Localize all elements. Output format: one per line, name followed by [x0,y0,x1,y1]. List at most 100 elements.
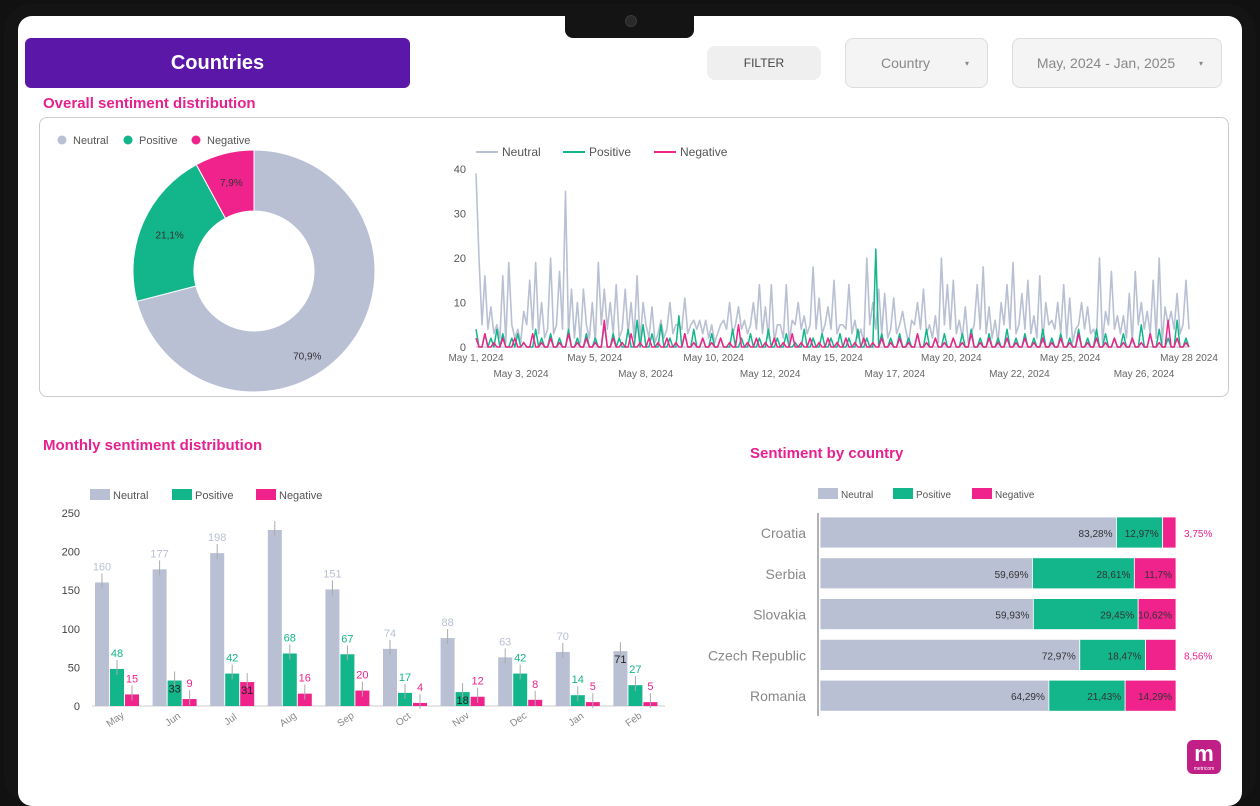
legend-neutral-label: Neutral [113,490,148,502]
monthly-section-title: Monthly sentiment distribution [43,437,263,454]
legend-positive-label: Positive [139,135,178,147]
overall-section-title: Overall sentiment distribution [43,95,256,112]
bar-value-label: 88 [441,617,453,629]
y-tick-label: 100 [62,624,80,636]
bar-positive [282,653,297,706]
country-label: Croatia [761,525,806,541]
bar-negative [355,690,370,706]
x-tick-label: May 5, 2024 [567,353,622,364]
x-tick-label: Feb [624,710,645,729]
monthly-bar-chart: Neutral Positive Negative 0 50 100 150 200 250 16… [62,489,665,730]
donut-slice-negative [195,149,255,219]
chevron-down-icon: ▾ [1199,58,1204,68]
camera-icon [625,15,637,27]
stack-negative [1162,516,1177,549]
bar-neutral [267,529,282,706]
bar-value-label: 20 [356,670,368,682]
x-tick-label: Jan [567,711,587,729]
bar-value-label: 4 [417,682,423,694]
x-tick-label: May 12, 2024 [740,369,801,380]
y-tick-label: 10 [454,298,466,310]
bar-value-label: 71 [614,654,626,666]
stack-negative [1137,598,1177,630]
stack-neutral [819,557,1033,590]
legend-positive-label: Positive [589,145,631,159]
bar-value-label: 5 [590,681,596,693]
stack-value-label: 12,97% [1125,529,1159,540]
x-tick-label: May 8, 2024 [618,369,673,380]
legend-positive-label: Positive [195,490,234,502]
bar-positive [167,680,182,706]
x-tick-label: Jul [222,712,239,728]
bar-positive [398,692,412,706]
country-label: Romania [750,688,806,704]
x-tick-label: Aug [278,710,299,729]
stack-value-label: 3,75% [1184,529,1212,540]
x-tick-label: May 26, 2024 [1114,369,1175,380]
legend-positive-swatch [172,489,192,500]
legend-neutral-swatch [818,488,838,499]
filter-button[interactable]: FILTER [707,46,821,80]
bar-neutral [498,657,513,706]
legend-negative-label: Negative [279,490,322,502]
stack-value-label: 59,93% [995,611,1029,622]
bar-positive [628,685,643,706]
x-tick-label: May 28 2024 [1160,353,1218,364]
legend-positive-swatch [893,488,913,499]
bar-value-label: 63 [499,636,511,648]
date-range-select[interactable]: May, 2024 - Jan, 2025 ▾ [1012,38,1222,88]
bar-value-label: 9 [187,678,193,690]
x-tick-label: May [105,710,127,730]
legend-neutral-label: Neutral [73,135,108,147]
bar-value-label: 5 [647,681,653,693]
logo-caption: metricom [1193,766,1215,772]
x-tick-label: May 3, 2024 [493,369,548,380]
bar-positive [513,673,528,706]
donut-slice-neutral [136,149,376,393]
y-tick-label: 250 [62,508,80,520]
country-select[interactable]: Country ▾ [845,38,988,88]
stack-negative [1145,638,1177,671]
bar-value-label: 12 [471,676,483,688]
brand-logo: m metricom [1187,740,1221,774]
stack-positive [1079,638,1146,671]
x-tick-label: Dec [508,710,529,729]
stack-value-label: 72,97% [1042,651,1076,662]
stack-value-label: 59,69% [995,570,1029,581]
bar-neutral [152,569,167,706]
y-tick-label: 40 [454,164,466,176]
stack-value-label: 28,61% [1096,570,1130,581]
x-tick-label: Jun [163,711,183,729]
chevron-down-icon: ▾ [965,58,970,68]
donut-label-negative: 7,9% [220,178,243,189]
donut-slice-positive [132,163,227,302]
bar-neutral [325,589,340,706]
y-tick-label: 30 [454,209,466,221]
stack-value-label: 11,7% [1144,570,1172,581]
bar-value-label: 68 [284,633,296,645]
legend-negative-swatch [972,488,992,499]
y-tick-label: 0 [460,342,466,354]
stack-value-label: 8,56% [1184,651,1212,662]
bar-value-label: 42 [514,653,526,665]
bar-neutral [95,582,109,706]
legend-negative-swatch [191,135,201,145]
bar-neutral [210,553,225,706]
bar-positive [455,692,470,706]
bar-value-label: 14 [572,674,584,686]
line-series-positive [475,248,1190,348]
x-tick-label: May 25, 2024 [1040,353,1101,364]
stack-value-label: 18,47% [1108,651,1142,662]
bar-value-label: 160 [93,561,111,573]
x-tick-label: May 1, 2024 [448,353,503,364]
bar-negative [240,682,255,706]
bar-value-label: 33 [168,684,180,696]
bar-value-label: 27 [629,664,641,676]
legend-neutral-swatch [57,135,67,145]
x-tick-label: Oct [394,711,413,729]
stack-value-label: 83,28% [1079,529,1113,540]
legend-neutral-label: Neutral [841,490,873,501]
x-tick-label: Nov [451,710,472,729]
stack-positive [1032,598,1139,630]
page-title[interactable]: Countries [25,38,410,88]
